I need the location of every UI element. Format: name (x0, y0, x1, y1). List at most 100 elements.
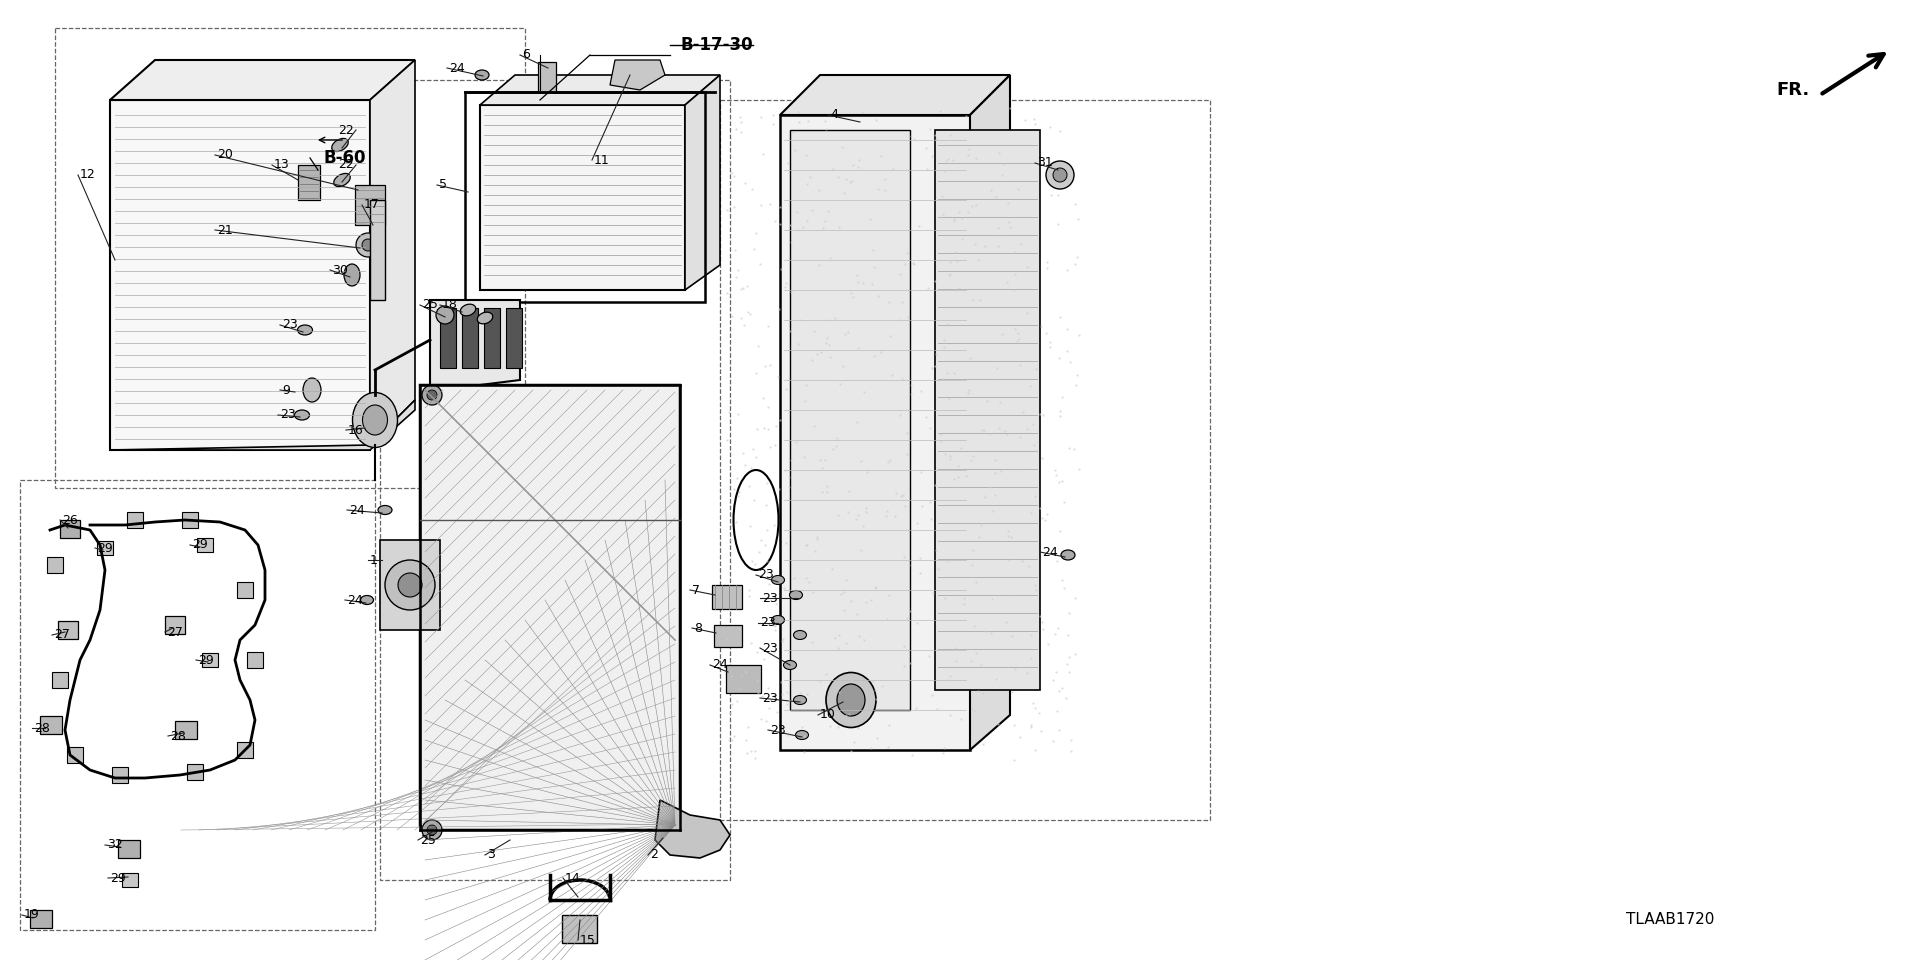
Polygon shape (655, 800, 730, 858)
Ellipse shape (826, 673, 876, 728)
Polygon shape (430, 300, 520, 390)
Bar (202, 653, 219, 667)
Text: 23: 23 (770, 724, 785, 736)
Text: 18: 18 (442, 299, 457, 311)
Ellipse shape (334, 174, 349, 186)
Bar (175, 721, 198, 739)
Circle shape (422, 385, 442, 405)
Text: 22: 22 (338, 124, 353, 136)
Text: FR.: FR. (1776, 81, 1811, 99)
Text: 7: 7 (691, 584, 701, 596)
Text: 23: 23 (762, 591, 778, 605)
Text: 32: 32 (108, 838, 123, 852)
Polygon shape (480, 75, 720, 105)
Ellipse shape (303, 378, 321, 402)
Bar (117, 840, 140, 858)
Text: 24: 24 (349, 503, 365, 516)
Ellipse shape (837, 684, 866, 716)
Text: 11: 11 (593, 154, 611, 166)
Text: 24: 24 (712, 659, 728, 671)
Text: 28: 28 (171, 730, 186, 742)
Text: 28: 28 (35, 722, 50, 734)
Text: 1: 1 (371, 554, 378, 566)
Bar (67, 747, 83, 763)
Text: 5: 5 (440, 179, 447, 191)
Circle shape (386, 560, 436, 610)
Circle shape (436, 306, 453, 324)
Text: 12: 12 (81, 169, 96, 181)
Bar (298, 165, 321, 200)
Bar (56, 28, 524, 488)
Text: 29: 29 (98, 541, 113, 555)
Polygon shape (109, 400, 415, 450)
Ellipse shape (332, 138, 348, 152)
Text: 13: 13 (275, 158, 290, 172)
Text: 2: 2 (651, 849, 659, 861)
Ellipse shape (461, 304, 476, 316)
Bar (40, 716, 61, 734)
Circle shape (363, 239, 374, 251)
Circle shape (1052, 168, 1068, 182)
Bar (198, 538, 213, 552)
Ellipse shape (1062, 550, 1075, 560)
Bar (248, 652, 263, 668)
Text: 23: 23 (760, 616, 776, 630)
Text: 25: 25 (420, 833, 436, 847)
Bar (309, 115, 380, 200)
Bar (31, 910, 52, 928)
Bar (127, 512, 142, 528)
Text: 27: 27 (54, 629, 69, 641)
Ellipse shape (363, 405, 388, 435)
Text: 29: 29 (198, 654, 213, 666)
Ellipse shape (378, 506, 392, 515)
Bar (440, 308, 457, 368)
Text: 9: 9 (282, 383, 290, 396)
Polygon shape (780, 75, 1010, 115)
Polygon shape (109, 100, 371, 450)
Ellipse shape (353, 393, 397, 447)
Polygon shape (480, 105, 685, 290)
Text: 27: 27 (167, 626, 182, 638)
Text: 19: 19 (23, 908, 40, 922)
Ellipse shape (793, 631, 806, 639)
Polygon shape (611, 60, 664, 90)
Text: 16: 16 (348, 423, 363, 437)
Text: 10: 10 (820, 708, 835, 722)
Bar (98, 541, 113, 555)
Bar (355, 185, 386, 225)
Bar (58, 621, 79, 639)
Text: 29: 29 (109, 872, 125, 884)
Polygon shape (109, 60, 415, 100)
Bar (182, 512, 198, 528)
Ellipse shape (789, 590, 803, 599)
Circle shape (426, 825, 438, 835)
Circle shape (355, 233, 380, 257)
Circle shape (397, 573, 422, 597)
Bar (186, 764, 204, 780)
Polygon shape (371, 60, 415, 445)
Bar (726, 665, 760, 693)
Text: 23: 23 (762, 691, 778, 705)
Circle shape (422, 820, 442, 840)
Text: 21: 21 (217, 224, 232, 236)
Text: 23: 23 (282, 319, 298, 331)
Ellipse shape (344, 264, 361, 286)
Ellipse shape (474, 70, 490, 80)
Bar (484, 308, 499, 368)
Bar (720, 100, 1210, 820)
Bar (60, 520, 81, 538)
Ellipse shape (795, 731, 808, 739)
Text: 25: 25 (422, 299, 438, 311)
Bar (123, 873, 138, 887)
Bar (465, 92, 705, 302)
Bar (371, 200, 386, 300)
Text: 31: 31 (1037, 156, 1052, 170)
Text: 24: 24 (449, 61, 465, 75)
Text: 23: 23 (758, 568, 774, 582)
Text: 22: 22 (338, 158, 353, 172)
Bar (563, 915, 597, 943)
Polygon shape (420, 385, 680, 830)
Bar (236, 582, 253, 598)
Text: 23: 23 (762, 641, 778, 655)
Bar (712, 585, 741, 609)
